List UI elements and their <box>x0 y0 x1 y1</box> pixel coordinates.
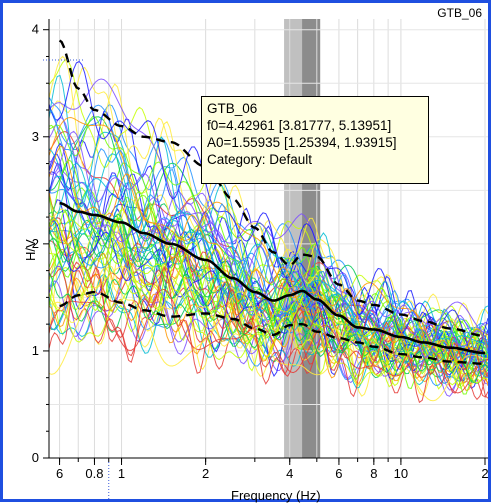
window-curve <box>49 162 488 356</box>
window-curve <box>49 230 488 387</box>
peak-tooltip: GTB_06 f0=4.42961 [3.81777, 5.13951] A0=… <box>201 96 429 184</box>
y-tick-label: 3 <box>32 129 39 144</box>
std-minus-curve <box>59 290 485 365</box>
tooltip-category: Category: Default <box>207 152 313 167</box>
window-curve <box>49 78 488 335</box>
station-label: GTB_06 <box>437 6 482 20</box>
window-curve <box>49 110 488 375</box>
window-curve <box>49 130 488 358</box>
f0-band-inner <box>302 19 321 458</box>
x-tick-label: 10 <box>394 466 408 481</box>
window-curve <box>49 214 488 376</box>
tooltip-station: GTB_06 <box>207 101 258 116</box>
x-axis-label: Frequency (Hz) <box>231 488 321 503</box>
y-tick-label: 1 <box>32 343 39 358</box>
x-tick-label: 6 <box>335 466 342 481</box>
tooltip-f0: f0=4.42961 [3.81777, 5.13951] <box>207 118 392 133</box>
window-curves <box>49 55 488 404</box>
x-tick-label: 0.8 <box>85 466 103 481</box>
mean-curve <box>59 201 486 355</box>
window-curve <box>49 218 488 389</box>
y-tick-label: 2 <box>32 236 39 251</box>
window-curve <box>49 266 488 402</box>
std-plus-curve <box>58 39 485 338</box>
y-tick-label: 0 <box>32 450 39 465</box>
hv-chart: 0 1 2 3 4 6 0.8 1 2 4 6 8 10 2 <box>32 19 488 499</box>
window-curve <box>49 60 488 357</box>
y-axis-label: H/V <box>23 239 38 261</box>
window-curve <box>49 146 488 365</box>
y-tick-label: 4 <box>32 22 39 37</box>
tooltip-a0: A0=1.55935 [1.25394, 1.93915] <box>207 135 397 150</box>
x-tick-label: 4 <box>286 466 293 481</box>
window-curve <box>49 263 488 386</box>
window-curve <box>49 265 488 404</box>
x-tick-label: 8 <box>370 466 377 481</box>
x-tick-label: 2 <box>202 466 209 481</box>
window-curve <box>49 210 488 395</box>
window-curve <box>49 261 488 398</box>
x-tick-label: 6 <box>56 466 63 481</box>
window-curve <box>49 110 488 371</box>
x-tick-label: 1 <box>118 466 125 481</box>
x-tick-label: 2 <box>481 466 488 481</box>
